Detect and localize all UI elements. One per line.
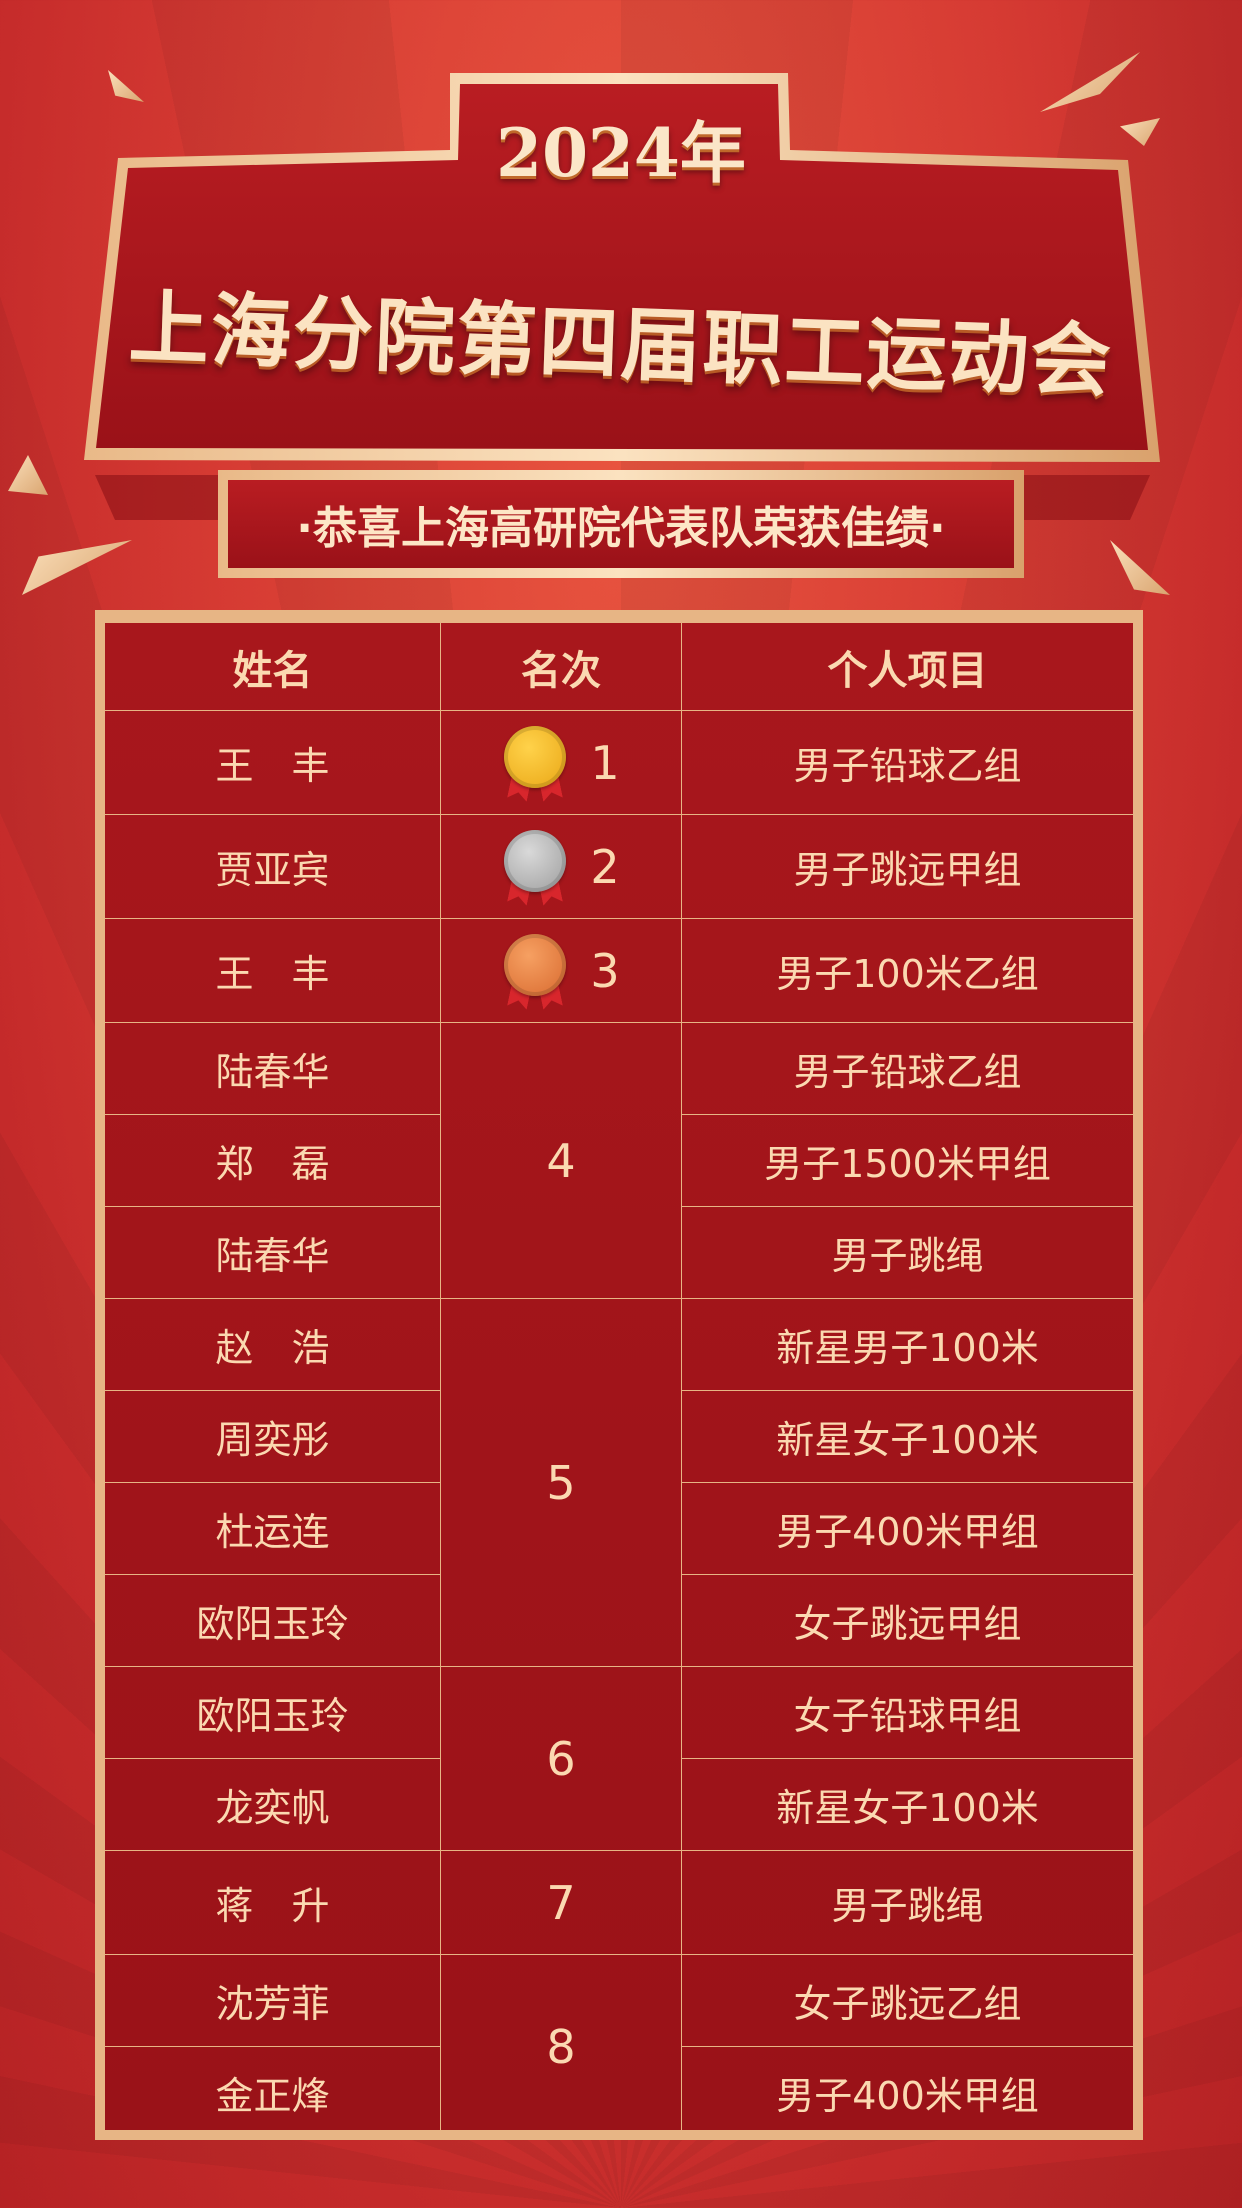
name-cell: 沈芳菲 xyxy=(105,1955,441,2047)
name-cell-text: 金正烽 xyxy=(215,2074,330,2118)
gold-medal-icon xyxy=(502,725,568,800)
subtitle: ·恭喜上海高研院代表队荣获佳绩· xyxy=(296,503,946,554)
name-cell: 金正烽 xyxy=(105,2047,441,2139)
event-cell: 男子400米甲组 xyxy=(682,1483,1133,1575)
event-cell-text: 男子400米甲组 xyxy=(776,2074,1039,2118)
event-cell-text: 女子铅球甲组 xyxy=(793,1694,1022,1738)
event-cell: 新星男子100米 xyxy=(682,1299,1133,1391)
name-cell: 杜运连 xyxy=(105,1483,441,1575)
results-grid: 姓名 名次 个人项目王 丰男子铅球乙组 贾亚宾 男子跳远甲组王 丰男子100米乙组 陆春华… xyxy=(105,623,1133,2139)
name-cell-text: 王 丰 xyxy=(215,952,330,996)
event-cell: 男子铅球乙组 xyxy=(682,1023,1133,1115)
header-rank: 名次 xyxy=(441,623,682,711)
header-event: 个人项目 xyxy=(682,623,1133,711)
rank-cell: 3 xyxy=(441,919,682,1023)
name-cell-text: 陆春华 xyxy=(215,1050,330,1094)
name-cell: 陆春华 xyxy=(105,1023,441,1115)
event-cell-text: 新星女子100米 xyxy=(776,1418,1039,1462)
name-cell-text: 赵 浩 xyxy=(215,1326,330,1370)
name-cell-text: 蒋 升 xyxy=(215,1884,330,1928)
name-cell-text: 郑 磊 xyxy=(215,1142,330,1186)
event-cell: 男子100米乙组 xyxy=(682,919,1133,1023)
event-cell-text: 男子铅球乙组 xyxy=(793,1050,1022,1094)
title-banner xyxy=(84,73,1160,578)
header-event-text: 个人项目 xyxy=(827,647,988,694)
name-cell: 欧阳玉玲 xyxy=(105,1575,441,1667)
rank-cell: 7 xyxy=(441,1851,682,1955)
rank-number: 2 xyxy=(590,839,620,894)
name-cell: 赵 浩 xyxy=(105,1299,441,1391)
event-cell: 男子跳绳 xyxy=(682,1207,1133,1299)
rank-number: 6 xyxy=(546,1731,576,1786)
event-cell: 男子跳绳 xyxy=(682,1851,1133,1955)
header-rank-text: 名次 xyxy=(521,647,601,694)
event-cell-text: 男子跳绳 xyxy=(831,1234,984,1278)
name-cell: 欧阳玉玲 xyxy=(105,1667,441,1759)
rank-cell: 8 xyxy=(441,1955,682,2139)
event-cell: 男子400米甲组 xyxy=(682,2047,1133,2139)
rank-cell: 2 xyxy=(441,815,682,919)
name-cell-text: 贾亚宾 xyxy=(215,848,330,892)
name-cell-text: 周奕彤 xyxy=(215,1418,330,1462)
name-cell-text: 龙奕帆 xyxy=(215,1786,330,1830)
event-cell: 女子跳远乙组 xyxy=(682,1955,1133,2047)
name-cell: 龙奕帆 xyxy=(105,1759,441,1851)
event-cell: 男子铅球乙组 xyxy=(682,711,1133,815)
name-cell-text: 陆春华 xyxy=(215,1234,330,1278)
name-cell-text: 欧阳玉玲 xyxy=(196,1694,349,1738)
event-cell: 新星女子100米 xyxy=(682,1391,1133,1483)
event-cell-text: 女子跳远甲组 xyxy=(793,1602,1022,1646)
header-name: 姓名 xyxy=(105,623,441,711)
name-cell: 蒋 升 xyxy=(105,1851,441,1955)
event-cell: 男子1500米甲组 xyxy=(682,1115,1133,1207)
event-cell-text: 男子铅球乙组 xyxy=(793,744,1022,788)
name-cell: 王 丰 xyxy=(105,919,441,1023)
event-cell-text: 男子1500米甲组 xyxy=(764,1142,1051,1186)
event-cell: 男子跳远甲组 xyxy=(682,815,1133,919)
rank-cell: 1 xyxy=(441,711,682,815)
event-cell-text: 男子100米乙组 xyxy=(776,952,1039,996)
event-cell-text: 男子400米甲组 xyxy=(776,1510,1039,1554)
name-cell-text: 王 丰 xyxy=(215,744,330,788)
rank-number: 3 xyxy=(590,943,620,998)
event-cell-text: 男子跳远甲组 xyxy=(793,848,1022,892)
rank-number: 7 xyxy=(546,1875,576,1930)
event-cell-text: 女子跳远乙组 xyxy=(793,1982,1022,2026)
rank-cell: 4 xyxy=(441,1023,682,1299)
event-cell: 女子铅球甲组 xyxy=(682,1667,1133,1759)
year-title: 2024年 xyxy=(496,114,746,192)
event-cell-text: 新星女子100米 xyxy=(776,1786,1039,1830)
name-cell: 陆春华 xyxy=(105,1207,441,1299)
header-name-text: 姓名 xyxy=(232,647,313,694)
rank-number: 8 xyxy=(546,2019,576,2074)
event-cell-text: 男子跳绳 xyxy=(831,1884,984,1928)
results-table: 姓名 名次 个人项目王 丰男子铅球乙组 贾亚宾 男子跳远甲组王 丰男子100米乙组 陆春华… xyxy=(95,610,1143,2140)
event-cell: 新星女子100米 xyxy=(682,1759,1133,1851)
rank-number: 5 xyxy=(546,1455,576,1510)
rank-number: 4 xyxy=(546,1133,576,1188)
rank-number: 1 xyxy=(590,735,620,790)
event-cell: 女子跳远甲组 xyxy=(682,1575,1133,1667)
rank-cell: 6 xyxy=(441,1667,682,1851)
name-cell: 贾亚宾 xyxy=(105,815,441,919)
name-cell-text: 欧阳玉玲 xyxy=(196,1602,349,1646)
name-cell: 周奕彤 xyxy=(105,1391,441,1483)
silver-medal-icon xyxy=(502,829,568,904)
rank-cell: 5 xyxy=(441,1299,682,1667)
event-cell-text: 新星男子100米 xyxy=(776,1326,1039,1370)
bronze-medal-icon xyxy=(502,933,568,1008)
name-cell-text: 杜运连 xyxy=(215,1510,330,1554)
name-cell-text: 沈芳菲 xyxy=(215,1982,330,2026)
name-cell: 郑 磊 xyxy=(105,1115,441,1207)
name-cell: 王 丰 xyxy=(105,711,441,815)
